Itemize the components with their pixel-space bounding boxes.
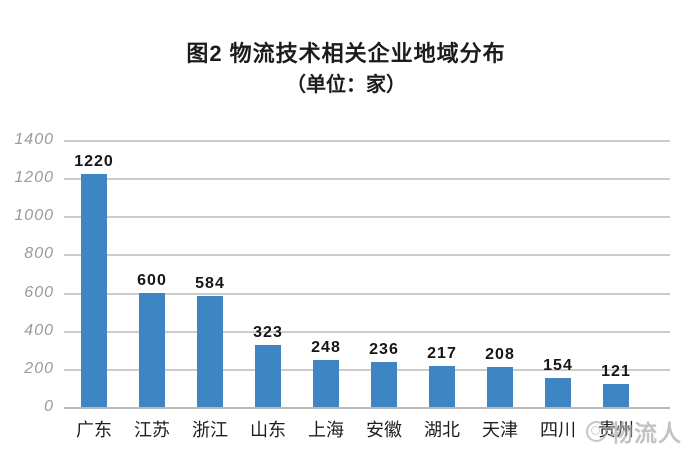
bar-cell: 236 — [355, 141, 413, 407]
bar — [429, 366, 455, 407]
bar-cell: 323 — [239, 141, 297, 407]
bar-value-label: 236 — [369, 341, 399, 358]
bar-value-label: 121 — [601, 363, 631, 380]
x-category-label: 山东 — [250, 420, 286, 440]
x-category-label: 上海 — [308, 420, 344, 440]
gridline-0 — [64, 407, 670, 409]
bar — [81, 174, 107, 407]
plot-area: 1220 600 584 323 248 236 217 208 154 121 — [64, 140, 670, 409]
gridline-200 — [64, 369, 670, 371]
bar-value-label: 584 — [195, 275, 225, 292]
x-category-label: 广东 — [76, 420, 112, 440]
y-tick-label: 1200 — [14, 169, 54, 187]
y-axis-labels: 0 200 400 600 800 1000 1200 1400 — [0, 131, 54, 415]
y-tick-label: 1000 — [14, 207, 54, 225]
bar-cell: 154 — [529, 141, 587, 407]
x-category-label: 浙江 — [192, 420, 228, 440]
x-category-label: 贵州 — [598, 420, 634, 440]
bar — [545, 378, 571, 407]
y-tick-label: 400 — [24, 322, 54, 340]
bar-cell: 600 — [123, 141, 181, 407]
y-tick-label: 600 — [24, 284, 54, 302]
bar-cell: 248 — [297, 141, 355, 407]
x-category-label: 四川 — [540, 420, 576, 440]
x-category-label: 湖北 — [424, 420, 460, 440]
bar — [313, 360, 339, 407]
chart-title: 图2 物流技术相关企业地域分布 — [186, 41, 506, 66]
y-tick-label: 1400 — [14, 131, 54, 149]
bar-value-label: 600 — [137, 272, 167, 289]
bar-value-label: 208 — [485, 346, 515, 363]
gridline-800 — [64, 254, 670, 256]
bar-cell: 121 — [587, 141, 645, 407]
bar-value-label: 217 — [427, 345, 457, 362]
y-tick-label: 800 — [24, 245, 54, 263]
bar-cell: 208 — [471, 141, 529, 407]
bar-cell: 1220 — [65, 141, 123, 407]
gridline-600 — [64, 293, 670, 295]
bar-cell: 217 — [413, 141, 471, 407]
x-category-label: 天津 — [482, 420, 518, 440]
bar-cell: 584 — [181, 141, 239, 407]
bar-value-label: 154 — [543, 357, 573, 374]
y-tick-label: 200 — [24, 360, 54, 378]
gridline-400 — [64, 331, 670, 333]
chart-subtitle: （单位：家） — [286, 74, 406, 96]
bar — [603, 384, 629, 407]
x-category-label: 安徽 — [366, 420, 402, 440]
bar-value-label: 323 — [253, 324, 283, 341]
bar-series: 1220 600 584 323 248 236 217 208 154 121 — [65, 141, 645, 407]
gridline-1400 — [64, 140, 670, 142]
y-tick-label: 0 — [44, 398, 54, 416]
bar — [487, 367, 513, 407]
gridline-1200 — [64, 178, 670, 180]
bar-value-label: 248 — [311, 339, 341, 356]
bar — [371, 362, 397, 407]
bar — [255, 345, 281, 407]
bar — [139, 293, 165, 407]
bar — [197, 296, 223, 407]
bar-value-label: 1220 — [74, 153, 114, 170]
gridline-1000 — [64, 216, 670, 218]
x-category-label: 江苏 — [134, 420, 170, 440]
x-axis-labels: 广东 江苏 浙江 山东 上海 安徽 湖北 天津 四川 贵州 — [65, 416, 645, 442]
